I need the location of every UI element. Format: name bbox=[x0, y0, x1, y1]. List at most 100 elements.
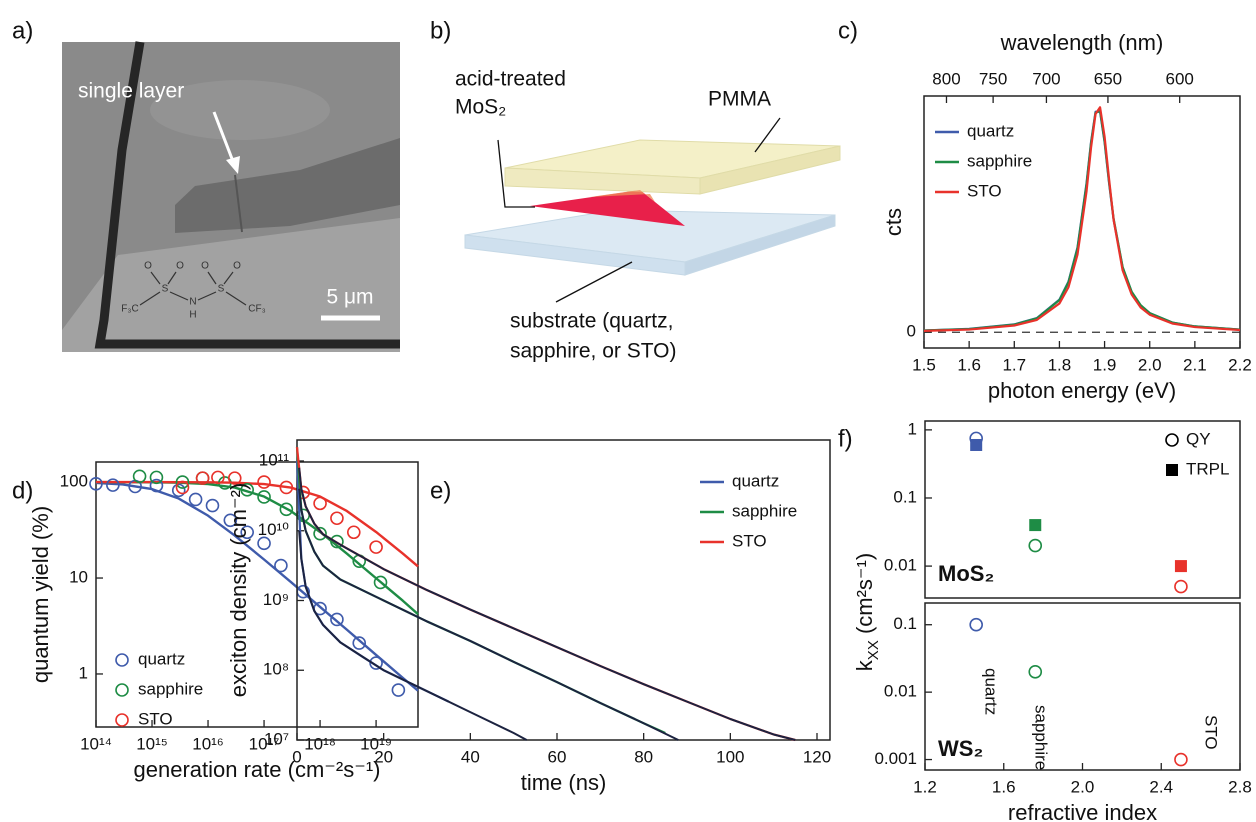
marker bbox=[1028, 665, 1043, 679]
marker bbox=[274, 558, 288, 573]
annotation: single layer bbox=[78, 80, 184, 103]
legend-label: TRPL bbox=[1186, 459, 1229, 478]
arrow bbox=[212, 111, 236, 165]
scale-label: 5 μm bbox=[326, 286, 373, 309]
y-axis-label: kXX (cm²s⁻¹) bbox=[852, 553, 883, 671]
data-line bbox=[295, 447, 666, 735]
x2-tick-label: 750 bbox=[979, 69, 1007, 88]
x2-axis-label: wavelength (nm) bbox=[1000, 30, 1164, 55]
marker bbox=[132, 469, 147, 484]
micrograph: single layer 5 μm O O O O S S N H F₃C CF… bbox=[62, 41, 400, 352]
x-tick-label: 20 bbox=[374, 747, 393, 766]
marker bbox=[205, 498, 220, 513]
marker bbox=[89, 477, 103, 491]
x-tick-label: 1.6 bbox=[957, 355, 981, 374]
y-tick-label: 10⁸ bbox=[263, 660, 289, 679]
substrate-side bbox=[684, 214, 836, 276]
marker bbox=[279, 480, 294, 495]
atom-label: O bbox=[201, 261, 209, 272]
atom-label: N bbox=[189, 297, 196, 308]
x-tick-label: 2.0 bbox=[1071, 777, 1095, 796]
x-tick-label: 1.2 bbox=[913, 777, 937, 796]
plot-frame bbox=[296, 439, 831, 741]
x-tick-label: 2.4 bbox=[1149, 777, 1173, 796]
marker bbox=[391, 683, 406, 697]
marker bbox=[330, 534, 344, 549]
marker bbox=[1174, 560, 1187, 573]
marker bbox=[175, 475, 190, 489]
panel-label: e) bbox=[430, 477, 451, 504]
atom-label: F₃C bbox=[121, 304, 138, 315]
y-tick-label: 0 bbox=[907, 322, 916, 341]
molecule-bonds bbox=[139, 271, 247, 306]
marker bbox=[149, 470, 164, 485]
marker bbox=[188, 492, 203, 507]
label: MoS₂ bbox=[455, 96, 506, 119]
marker bbox=[171, 483, 186, 498]
label-part: (cm²s⁻¹) bbox=[852, 553, 877, 640]
panel-label: a) bbox=[12, 17, 33, 44]
marker bbox=[115, 713, 129, 727]
marker bbox=[1029, 519, 1042, 532]
x-tick-label: 1.5 bbox=[912, 355, 936, 374]
marker bbox=[175, 480, 190, 495]
annotation: quartz bbox=[982, 668, 1001, 715]
atom-label: CF₃ bbox=[248, 304, 265, 315]
plot-frame bbox=[924, 420, 1241, 599]
x-tick-label: 10¹⁸ bbox=[304, 734, 336, 753]
marker bbox=[195, 471, 210, 485]
x-tick-label: 1.7 bbox=[1002, 355, 1026, 374]
texture bbox=[150, 80, 330, 140]
legend-label: STO bbox=[732, 531, 767, 550]
x-tick-label: 10¹⁶ bbox=[192, 734, 224, 753]
overlap bbox=[590, 190, 655, 202]
marker bbox=[240, 525, 254, 540]
marker bbox=[223, 513, 238, 528]
panel-label: d) bbox=[12, 477, 33, 504]
legend-label: quartz bbox=[967, 121, 1014, 140]
x2-tick-label: 800 bbox=[932, 69, 960, 88]
fit-line bbox=[298, 488, 679, 741]
y-tick-label: 0.1 bbox=[893, 614, 917, 633]
plot-frame bbox=[95, 461, 419, 728]
x-axis-label: generation rate (cm⁻²s⁻¹) bbox=[134, 757, 381, 782]
substrate-region bbox=[62, 218, 400, 352]
x-tick-label: 40 bbox=[461, 747, 480, 766]
marker bbox=[1174, 752, 1188, 767]
marker bbox=[373, 575, 388, 590]
annotation: WS₂ bbox=[938, 736, 983, 761]
pmma-side bbox=[699, 145, 841, 195]
label-part: k bbox=[852, 659, 877, 671]
plot-frame bbox=[923, 95, 1241, 349]
marker bbox=[313, 526, 327, 541]
y-tick-label: 10¹⁰ bbox=[258, 520, 290, 539]
flake-edge bbox=[234, 174, 243, 233]
marker bbox=[313, 496, 327, 511]
marker bbox=[346, 525, 361, 540]
legend-label: QY bbox=[1186, 429, 1211, 448]
annotation: MoS₂ bbox=[938, 561, 994, 586]
legend-label: sapphire bbox=[732, 501, 797, 520]
atom-label: S bbox=[218, 284, 225, 295]
legend-label: STO bbox=[138, 709, 173, 728]
flake bbox=[175, 138, 400, 233]
y-tick-label: 0.01 bbox=[884, 556, 917, 575]
x-tick-label: 2.1 bbox=[1183, 355, 1207, 374]
atom-label: O bbox=[233, 261, 241, 272]
x-tick-label: 1.6 bbox=[992, 777, 1016, 796]
schematic: acid-treated MoS₂ PMMA substrate (quartz… bbox=[455, 68, 841, 363]
x-tick-label: 10¹⁷ bbox=[249, 734, 280, 753]
marker bbox=[115, 683, 129, 697]
x2-tick-label: 700 bbox=[1032, 69, 1060, 88]
x-tick-label: 10¹⁴ bbox=[80, 734, 112, 753]
marker bbox=[227, 471, 242, 485]
marker bbox=[257, 536, 271, 551]
x-axis-label: time (ns) bbox=[521, 770, 607, 795]
atom-label: S bbox=[162, 284, 169, 295]
thick-edge bbox=[94, 41, 400, 349]
x-axis-label: photon energy (eV) bbox=[988, 378, 1176, 403]
y-axis-label: cts bbox=[881, 208, 906, 236]
y-tick-label: 1 bbox=[79, 663, 88, 682]
marker bbox=[1166, 464, 1178, 476]
